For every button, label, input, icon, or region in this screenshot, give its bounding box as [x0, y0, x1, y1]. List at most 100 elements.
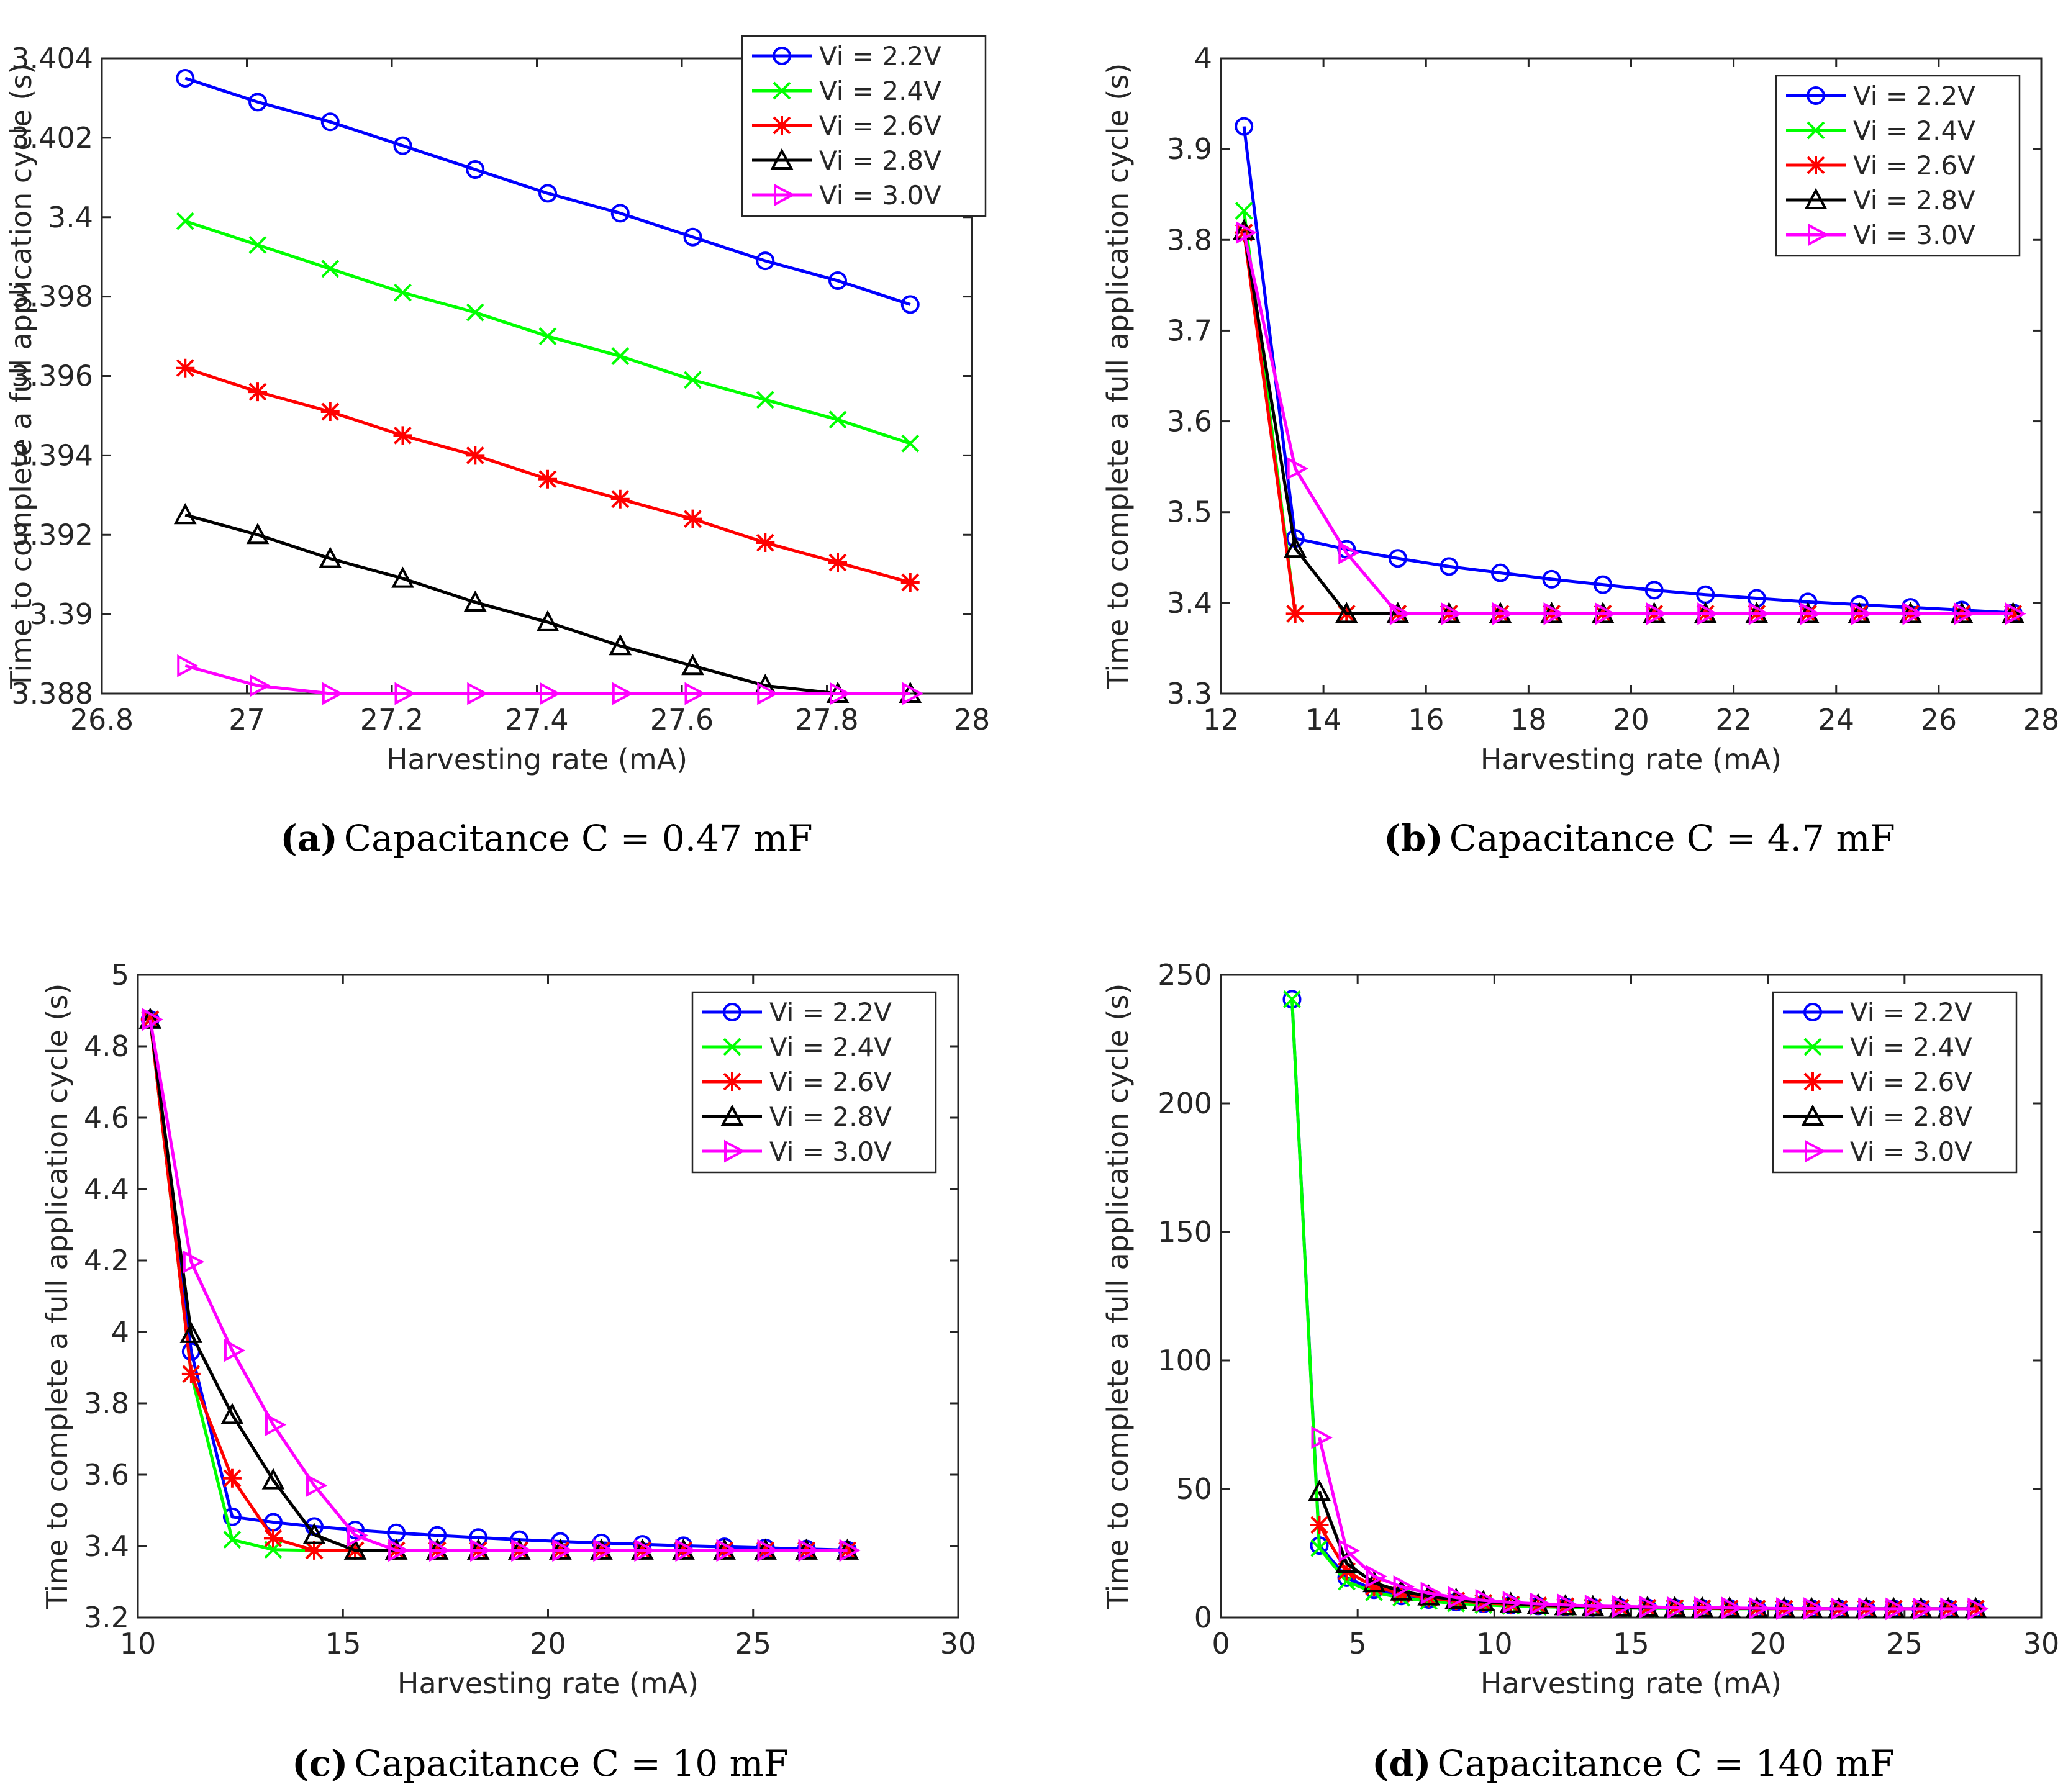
data-point [902, 682, 923, 705]
chart-panel-b: 12 14 16 18 20 22 24 26 28 3.3 3.4 3.5 3.6 3.7 3.8 3.9 4… [1101, 42, 2059, 859]
data-point [1335, 1551, 1358, 1573]
series-line [184, 76, 911, 306]
x-tick-label: 22 [1715, 703, 1752, 736]
data-point [838, 1541, 857, 1560]
y-tick-label: 4.2 [84, 1244, 129, 1277]
data-point [901, 434, 920, 453]
data-point [263, 1529, 283, 1548]
legend-item: Vi = 2.8V [1783, 1102, 1972, 1132]
y-tick-label: 100 [1158, 1344, 1212, 1377]
y-tick-label: 4 [111, 1315, 129, 1349]
legend-label: Vi = 2.6V [769, 1067, 892, 1097]
x-tick-label: 26 [1921, 703, 1957, 736]
legend-marker [1808, 223, 1829, 247]
data-point [900, 572, 920, 592]
data-point [798, 1539, 820, 1562]
series-line [148, 1019, 848, 1552]
legend-item: Vi = 3.0V [1786, 220, 1975, 250]
data-point [828, 410, 847, 429]
y-tick-label: 3.39 [30, 597, 93, 631]
caption-letter: (c) [292, 1742, 348, 1785]
data-point [394, 283, 412, 302]
series-5 [177, 654, 923, 705]
y-tick-label: 3.4 [1167, 586, 1212, 620]
data-point [320, 112, 340, 132]
y-tick-label: 0 [1194, 1601, 1212, 1634]
data-point [1858, 1597, 1880, 1621]
panel-caption: (a) Capacitance C = 0.47 mF [280, 817, 812, 859]
data-point [319, 546, 342, 568]
legend-label: Vi = 2.8V [769, 1102, 892, 1132]
data-point [1287, 457, 1308, 480]
data-point [1595, 602, 1616, 625]
data-point [1393, 1575, 1415, 1598]
data-point [1697, 602, 1719, 625]
y-tick-label: 4 [1194, 42, 1212, 75]
legend-label: Vi = 2.4V [1850, 1032, 1972, 1062]
x-tick-label: 14 [1305, 703, 1342, 736]
data-point [1235, 117, 1254, 136]
data-point [757, 1539, 779, 1562]
x-tick-label: 16 [1408, 703, 1444, 736]
data-point [1285, 604, 1305, 623]
legend-marker [1807, 156, 1825, 174]
legend-item: Vi = 3.0V [752, 180, 941, 210]
data-point [248, 236, 267, 254]
data-point [1776, 1597, 1798, 1620]
caption-text: Capacitance C = 4.7 mF [1449, 817, 1895, 859]
legend-label: Vi = 2.8V [1850, 1102, 1972, 1132]
legend-label: Vi = 2.6V [819, 111, 941, 141]
legend-marker [1804, 188, 1828, 209]
y-tick-label: 5 [111, 958, 129, 992]
legend-marker [773, 81, 791, 100]
legend-item: Vi = 2.6V [1786, 150, 1975, 181]
legend-marker [1807, 121, 1825, 140]
x-tick-label: 15 [325, 1627, 361, 1660]
data-point [634, 1539, 656, 1562]
data-point [1311, 1426, 1333, 1449]
y-tick-label: 3.8 [84, 1387, 129, 1420]
data-point [1543, 602, 1565, 625]
data-point [757, 682, 779, 705]
data-point [538, 327, 557, 345]
legend-marker [773, 47, 791, 65]
legend-label: Vi = 2.6V [1853, 150, 1975, 181]
y-tick-label: 50 [1176, 1472, 1212, 1506]
y-tick-label: 4.8 [84, 1029, 129, 1063]
series-3 [176, 358, 920, 592]
y-tick-label: 3.5 [1167, 496, 1212, 529]
legend-label: Vi = 2.8V [819, 145, 941, 176]
data-point [756, 533, 775, 553]
data-point [1441, 602, 1462, 625]
data-point [1284, 536, 1307, 558]
x-tick-label: 30 [940, 1627, 977, 1660]
legend-item: Vi = 3.0V [1783, 1136, 1972, 1167]
y-axis-label: Time to complete a full application cycl… [4, 63, 38, 690]
data-point [540, 682, 561, 705]
caption-letter: (b) [1384, 817, 1443, 859]
panel-caption: (d) Capacitance C = 140 mF [1372, 1742, 1895, 1785]
y-tick-label: 200 [1158, 1087, 1212, 1120]
data-point [1440, 557, 1459, 576]
data-point [321, 260, 340, 278]
x-tick-label: 28 [954, 703, 991, 736]
data-point [828, 271, 848, 291]
legend-marker [1803, 1038, 1822, 1056]
panel-caption: (c) Capacitance C = 10 mF [292, 1742, 789, 1785]
series-line [184, 664, 910, 695]
data-point [1388, 549, 1407, 568]
y-tick-label: 3.6 [84, 1458, 129, 1491]
legend-marker [774, 183, 796, 207]
y-tick-label: 3.398 [11, 280, 93, 314]
x-tick-label: 15 [1613, 1627, 1649, 1660]
x-tick-label: 25 [735, 1627, 771, 1660]
data-point [2005, 602, 2026, 625]
plot-area [1232, 117, 2026, 625]
data-point [716, 1539, 738, 1562]
data-point [176, 68, 195, 88]
data-point [1420, 1582, 1442, 1605]
data-point [1584, 1595, 1607, 1618]
y-tick-label: 3.7 [1167, 314, 1212, 347]
data-point [220, 1403, 244, 1424]
data-point [511, 1539, 533, 1562]
